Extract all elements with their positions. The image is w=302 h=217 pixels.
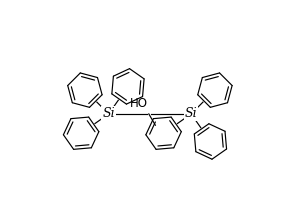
Text: HO: HO xyxy=(130,97,148,110)
Text: Si: Si xyxy=(102,107,115,120)
Text: Si: Si xyxy=(185,107,198,120)
